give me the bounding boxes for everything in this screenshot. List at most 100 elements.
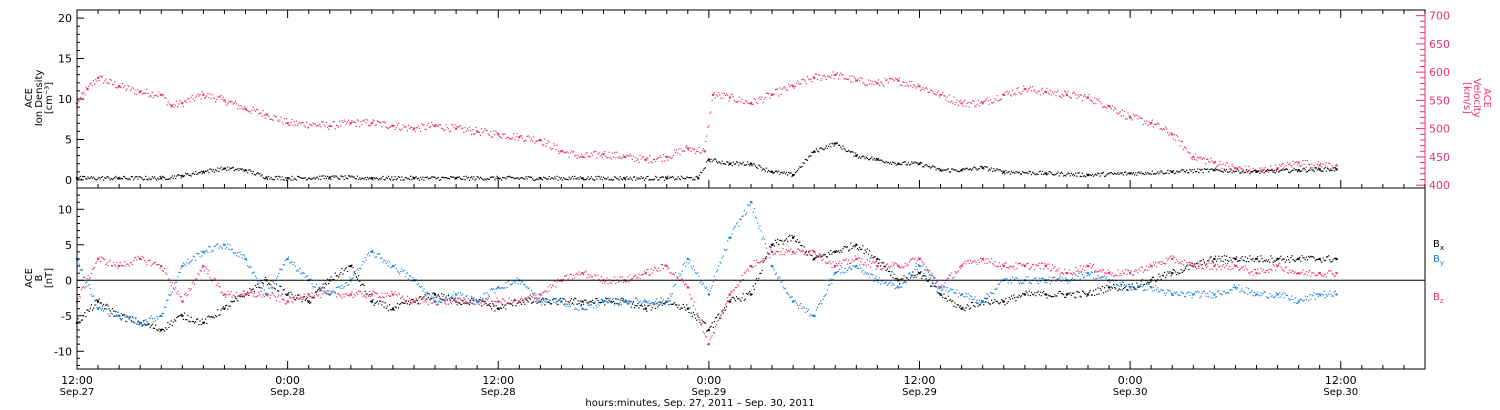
velocity-series-sample [206,95,208,97]
by-series-sample [418,285,421,288]
bx-series-sample [808,251,810,253]
density-series-sample [443,177,445,179]
bx-series-sample [77,318,79,320]
density-series-sample [537,178,539,180]
bz-series-point [1171,257,1174,261]
velocity-series-sample [684,146,687,148]
velocity-series-point [286,121,289,125]
velocity-series-sample [596,157,598,159]
bx-series-sample [1051,295,1054,298]
density-series-sample [1145,172,1147,174]
bx-series-sample [221,307,223,310]
velocity-series-sample [651,162,653,164]
bx-series-sample [891,271,893,273]
bz-series-sample [1258,273,1260,275]
velocity-series-sample [321,121,323,123]
density-series-sample [391,176,393,178]
bx-series-sample [872,257,874,259]
velocity-series-sample [586,152,588,154]
density-series-sample [1098,173,1100,175]
velocity-series-sample [1050,94,1053,96]
bx-series-sample [781,240,783,242]
velocity-series-sample [105,78,107,80]
density-series-sample [1131,173,1133,175]
bz-series-sample [635,274,637,276]
bz-series-sample [783,253,785,256]
velocity-series-sample [935,93,937,96]
velocity-series-sample [1000,98,1003,100]
density-series-sample [608,179,610,181]
density-series-sample [116,177,118,179]
bx-series-sample [896,277,898,280]
density-series-sample [816,150,819,152]
bx-series-point [939,293,942,296]
density-series-sample [1130,172,1132,174]
density-series-sample [255,173,258,175]
velocity-series-sample [131,86,134,88]
bx-series-sample [254,285,257,287]
bz-series-sample [1202,268,1204,270]
velocity-series-sample [682,150,684,152]
velocity-series-sample [529,140,531,142]
density-series-sample [931,166,933,168]
bx-series-sample [452,297,454,299]
density-series-sample [989,169,992,171]
density-series-sample [232,166,234,169]
bz-series-sample [345,292,347,295]
bz-series-sample [163,268,166,270]
bx-series-sample [1202,258,1204,261]
bx-series-sample [444,299,446,301]
density-series-sample [81,175,84,177]
bz-series-sample [391,290,393,293]
bz-series-point [981,257,984,261]
bx-series-sample [1179,272,1181,274]
velocity-series-sample [1224,164,1227,166]
velocity-series-sample [492,136,494,138]
density-series-sample [1141,173,1143,175]
bx-series-sample [668,304,670,306]
bx-series-sample [627,302,629,304]
density-series-point [728,162,732,165]
density-series-sample [803,162,805,165]
bz-series-sample [209,277,211,279]
bx-series-sample [1261,257,1263,260]
bz-series-sample [629,274,631,276]
velocity-series-sample [136,93,138,95]
by-series-point [160,314,163,317]
bz-series-sample [943,285,945,287]
density-series-sample [97,177,99,180]
velocity-series-sample [767,92,769,95]
bx-series-sample [263,279,265,281]
velocity-series-sample [507,136,509,139]
density-series-sample [1048,170,1050,173]
velocity-series-sample [929,89,932,91]
bz-series-sample [1190,262,1192,264]
bz-series-sample [1094,270,1096,272]
velocity-series-sample [1096,98,1098,100]
density-series-sample [198,172,200,174]
density-series-sample [94,178,96,180]
density-series-sample [134,177,136,179]
density-series-sample [998,169,1000,171]
bz-series-sample [356,293,359,295]
bz-series-sample [153,262,156,264]
velocity-series-sample [1053,93,1055,95]
bx-series-sample [873,256,875,258]
bx-series-sample [578,302,580,305]
by-series-sample [447,293,449,295]
velocity-series-sample [1054,91,1056,93]
velocity-series-sample [352,121,354,123]
velocity-series-sample [209,93,211,95]
density-series-sample [700,171,702,173]
bz-series-sample [862,263,864,266]
bx-series-sample [932,282,934,285]
bz-series-point [813,250,816,253]
bz-series-sample [454,300,456,302]
bz-series-sample [1055,270,1057,272]
bx-series-sample [964,309,966,312]
by-series-sample [107,313,109,315]
velocity-series-sample [547,140,549,142]
density-series-sample [843,148,845,150]
bx-series-sample [386,305,388,307]
density-series-sample [346,178,349,180]
